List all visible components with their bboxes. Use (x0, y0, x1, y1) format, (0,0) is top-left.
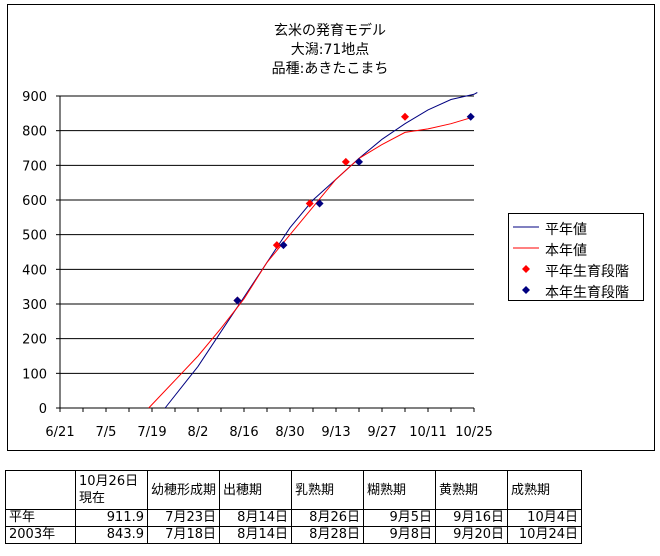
table-cell (5, 470, 76, 510)
table-cell: 黄熟期 (435, 470, 508, 510)
series-line-normal (164, 92, 478, 409)
table-cell: 10月4日 (507, 509, 582, 527)
table-cell: 9月8日 (363, 526, 436, 544)
x-tick-label-8-30: 8/30 (275, 425, 304, 440)
y-tick-label-200: 200 (22, 333, 47, 348)
table-cell: 911.9 (75, 509, 148, 527)
table-cell: 8月14日 (219, 526, 292, 544)
legend-item-current-line: 本年値 (509, 238, 643, 259)
legend-label-normal-stage: 平年生育段階 (545, 264, 629, 280)
growth-stage-table: 10月26日現在 幼穂形成期 出穂期 乳熟期 糊熟期 黄熟期 成熟期 平年 911.9 7月23日… (5, 470, 582, 544)
table-cell: 9月16日 (435, 509, 508, 527)
legend-swatch-normal-line (513, 226, 539, 228)
marker-normal-stage-3 (341, 157, 350, 166)
table-cell: 8月26日 (291, 509, 364, 527)
x-tick-label-7-19: 7/19 (137, 425, 166, 440)
y-tick-label-300: 300 (22, 298, 47, 313)
x-tick-label-9-13: 9/13 (321, 425, 350, 440)
legend: 平年値 本年値 平年生育段階 本年生育段階 (508, 213, 644, 301)
table-row: 2003年 843.9 7月18日 8月14日 8月28日 9月8日 9月20日 10月24日 (5, 526, 582, 544)
table-header-row: 10月26日現在 幼穂形成期 出穂期 乳熟期 糊熟期 黄熟期 成熟期 (5, 470, 582, 510)
table-cell: 9月20日 (435, 526, 508, 544)
legend-label-current-line: 本年値 (545, 243, 587, 259)
table-cell: 乳熟期 (291, 470, 364, 510)
y-tick-label-600: 600 (22, 194, 47, 209)
table-cell: 糊熟期 (363, 470, 436, 510)
marker-current-stage-2 (315, 199, 324, 208)
marker-current-stage-1 (279, 241, 288, 250)
legend-item-normal-line: 平年値 (509, 217, 643, 238)
chart-title-line-2: 大潟:71地点 (290, 42, 370, 58)
table-cell: 8月14日 (219, 509, 292, 527)
y-tick-label-100: 100 (22, 367, 47, 382)
x-tick-label-10-11: 10/11 (409, 425, 446, 440)
x-tick-label-10-25: 10/25 (455, 425, 492, 440)
table-cell: 7月23日 (147, 509, 220, 527)
x-tick-label-9-27: 9/27 (367, 425, 396, 440)
x-tick-label-8-16: 8/16 (229, 425, 258, 440)
table-cell: 平年 (5, 509, 76, 527)
x-tick-label-6-21: 6/21 (45, 425, 74, 440)
marker-current-stage-3 (355, 157, 363, 166)
series-line-current (148, 116, 475, 409)
chart-title-line-3: 品種:あきたこまち (271, 61, 389, 77)
legend-item-normal-stage: 平年生育段階 (509, 259, 643, 280)
legend-swatch-current-stage (522, 286, 530, 294)
table-cell: 7月18日 (147, 526, 220, 544)
y-tick-label-400: 400 (22, 263, 47, 278)
marker-normal-stage-1 (272, 241, 281, 250)
x-tick-label-8-2: 8/2 (188, 425, 209, 440)
legend-swatch-normal-stage (522, 265, 530, 273)
y-tick-label-0: 0 (39, 402, 47, 417)
table-row: 平年 911.9 7月23日 8月14日 8月26日 9月5日 9月16日 10月4日 (5, 509, 582, 527)
x-tick-label-7-5: 7/5 (96, 425, 117, 440)
table-cell: 出穂期 (219, 470, 292, 510)
table-cell: 2003年 (5, 526, 76, 544)
chart-area (7, 4, 655, 451)
marker-current-stage-4 (466, 112, 475, 121)
legend-label-normal-line: 平年値 (545, 222, 587, 238)
table-cell: 幼穂形成期 (147, 470, 220, 510)
y-tick-label-800: 800 (22, 125, 47, 140)
marker-normal-stage-4 (401, 112, 409, 121)
table-cell: 8月28日 (291, 526, 364, 544)
table-cell: 10月26日現在 (75, 470, 148, 510)
table-cell: 9月5日 (363, 509, 436, 527)
legend-item-current-stage: 本年生育段階 (509, 280, 643, 301)
legend-label-current-stage: 本年生育段階 (545, 285, 629, 301)
table-cell: 843.9 (75, 526, 148, 544)
growth-chart: 0 100 200 300 400 500 600 700 800 900 6/21 7/5 7/19 8… (22, 90, 493, 440)
y-tick-label-900: 900 (22, 90, 47, 105)
legend-swatch-current-line (513, 247, 539, 249)
marker-current-stage-0 (233, 296, 242, 305)
marker-normal-stage-2 (305, 199, 314, 208)
table-cell: 成熟期 (507, 470, 582, 510)
table-cell: 10月24日 (507, 526, 582, 544)
y-tick-label-700: 700 (22, 159, 47, 174)
chart-title-line-1: 玄米の発育モデル (274, 23, 386, 39)
y-tick-label-500: 500 (22, 229, 47, 244)
